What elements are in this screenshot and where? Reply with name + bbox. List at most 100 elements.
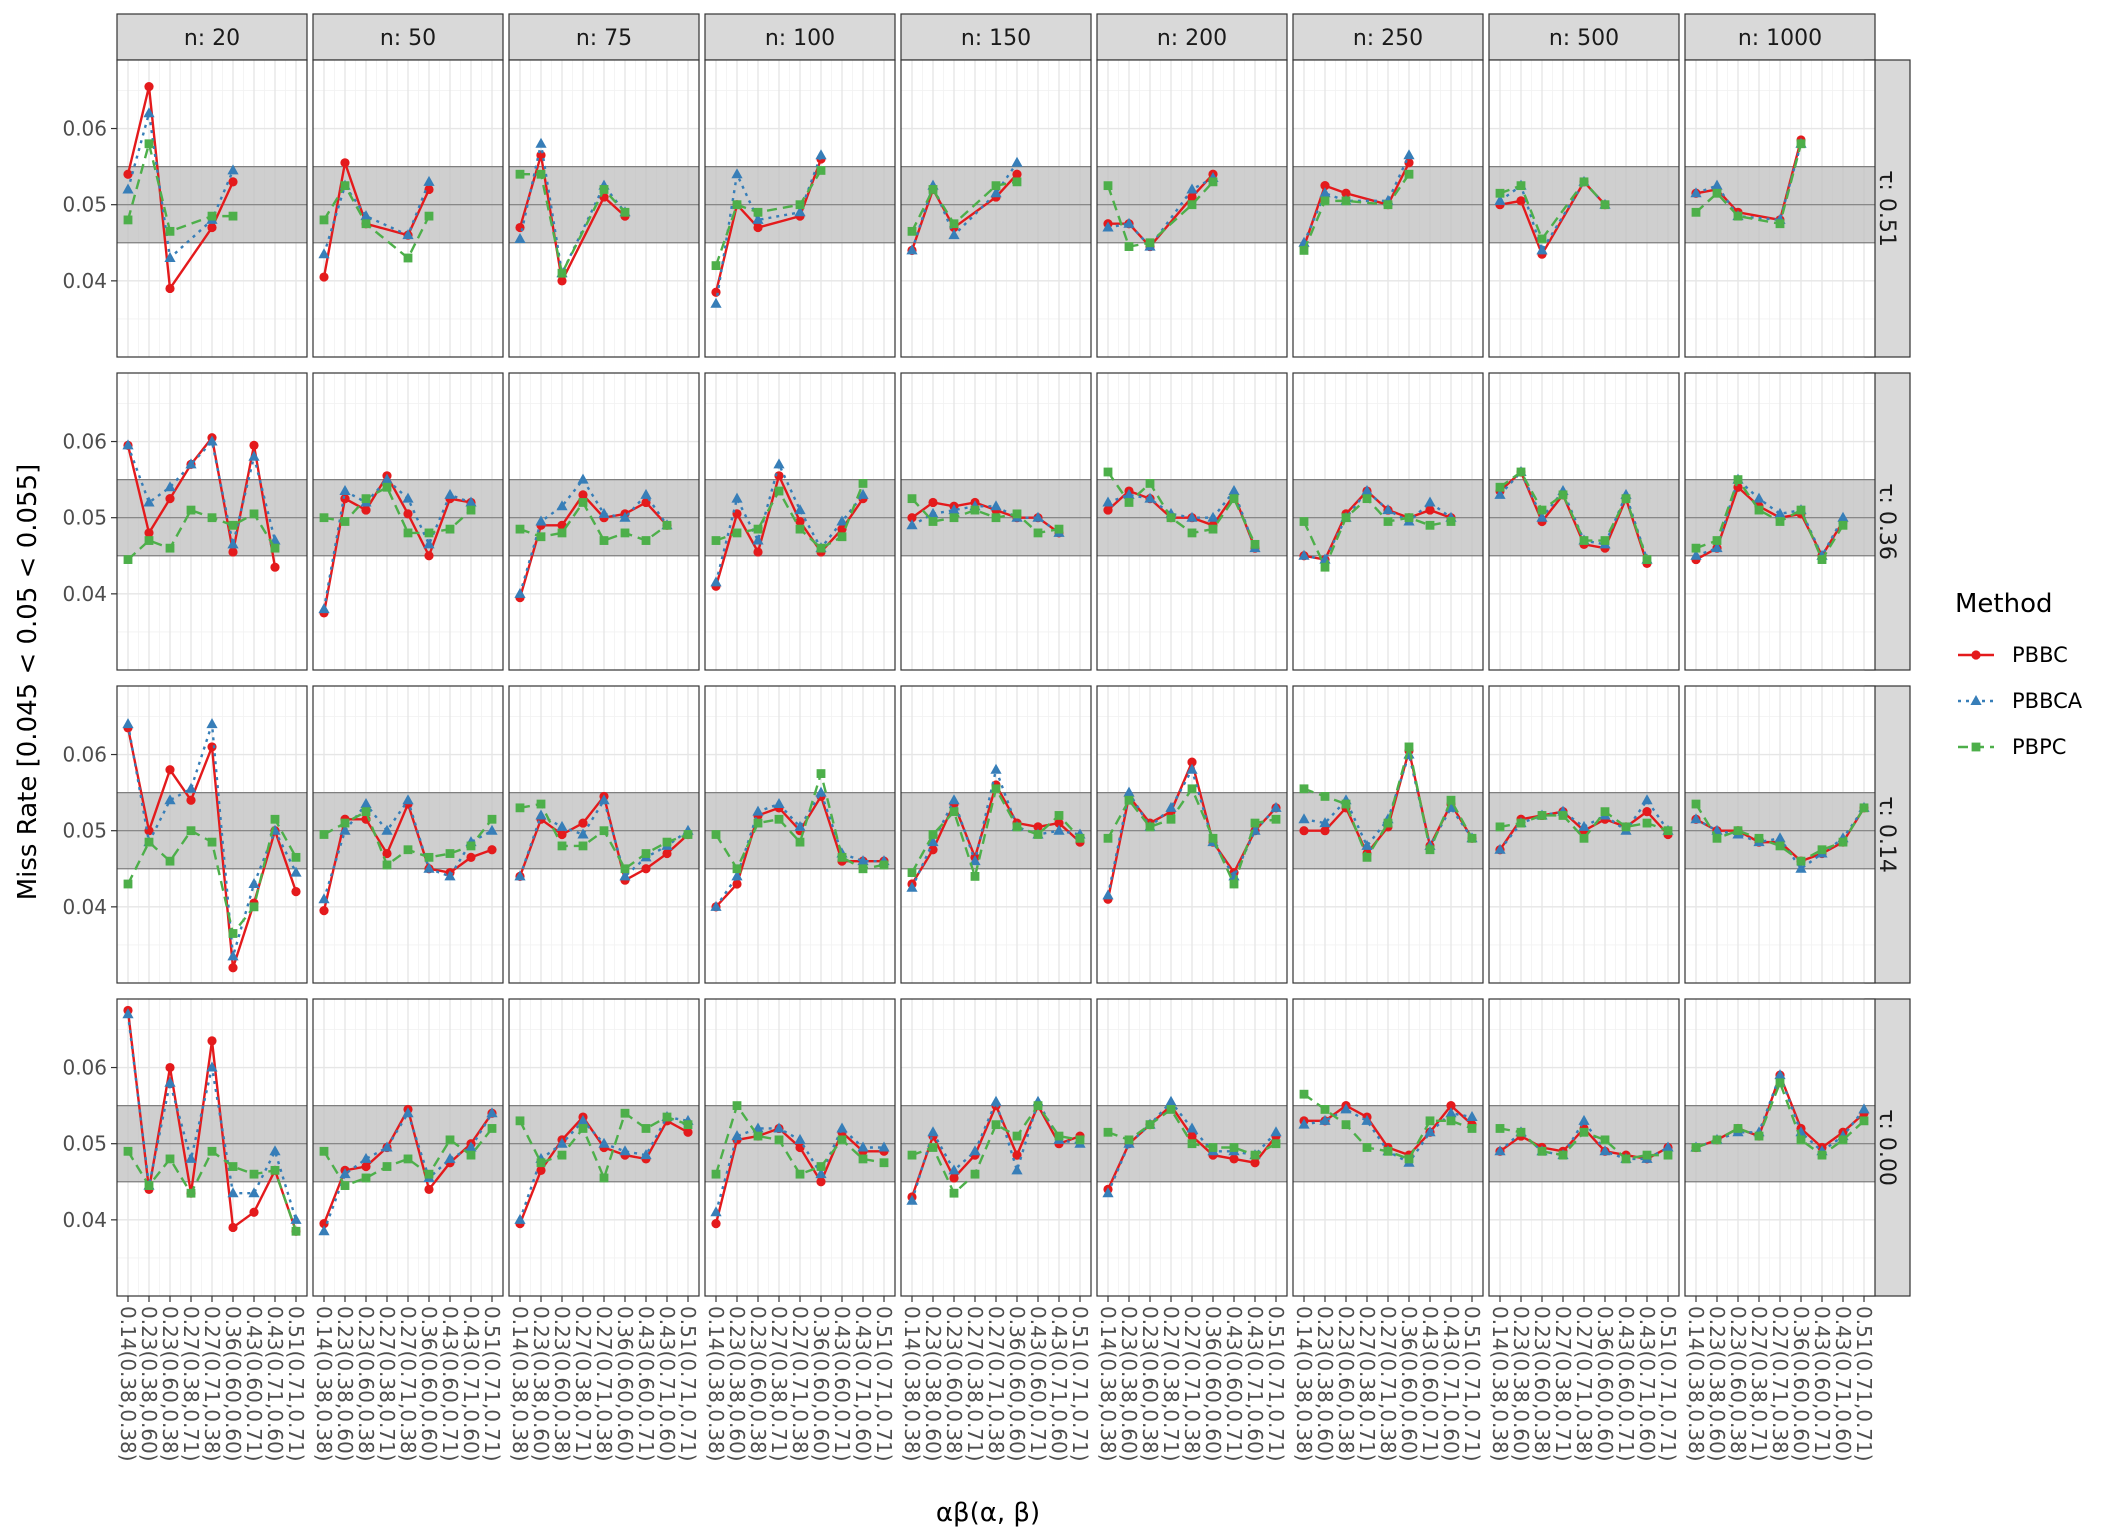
y-tick-label: 0.05 <box>62 506 107 530</box>
data-point <box>1733 211 1743 221</box>
data-point <box>1425 520 1435 530</box>
row-strip-label: τ: 0.51 <box>1874 170 1899 247</box>
data-point <box>641 849 651 858</box>
x-tick-label: 0.23(0.38,0.60) <box>333 1306 357 1462</box>
data-point <box>990 763 1002 774</box>
data-point <box>1754 833 1764 843</box>
data-point <box>1383 517 1393 526</box>
data-point <box>535 515 547 526</box>
x-tick-label: 0.43(0.71,0.60) <box>1243 1306 1267 1462</box>
data-point <box>1271 1139 1281 1149</box>
column-strip-label: n: 50 <box>380 26 436 51</box>
data-point <box>878 1141 890 1152</box>
x-tick-label: 0.27(0.71,0.38) <box>396 1306 420 1462</box>
data-point <box>1558 1150 1568 1160</box>
data-point <box>795 837 805 847</box>
data-point <box>319 1146 329 1156</box>
data-point <box>228 211 238 221</box>
data-point <box>424 551 434 561</box>
data-point <box>683 1120 693 1130</box>
x-tick-label: 0.36(0.60,0.60) <box>1789 1306 1813 1462</box>
x-tick-label: 0.23(0.60,0.38) <box>746 1306 770 1462</box>
data-point <box>928 517 938 526</box>
x-tick-label: 0.51(0.71,0.71) <box>1264 1306 1288 1462</box>
data-point <box>290 866 302 877</box>
x-tick-label: 0.14(0.38,0.38) <box>900 1306 924 1462</box>
data-point <box>970 1169 980 1179</box>
data-point <box>424 211 434 221</box>
data-point <box>1578 1114 1590 1125</box>
data-point <box>122 718 134 729</box>
data-point <box>1536 511 1548 522</box>
data-point <box>1299 826 1309 836</box>
data-point <box>1445 1107 1457 1118</box>
data-point <box>815 149 827 160</box>
facet-panel <box>900 59 1092 358</box>
data-point <box>949 807 959 817</box>
x-tick-label: 0.51(0.71,0.71) <box>1852 1306 1876 1462</box>
data-point <box>291 887 301 897</box>
data-point <box>1103 467 1113 477</box>
data-point <box>1208 524 1218 534</box>
data-point <box>710 900 722 911</box>
data-point <box>186 505 196 515</box>
data-point <box>662 520 672 530</box>
data-point <box>836 1122 848 1133</box>
data-point <box>1662 1141 1674 1152</box>
facet-panel <box>1096 59 1288 358</box>
facet-panel: 0.14(0.38,0.38)0.23(0.38,0.60)0.23(0.60,… <box>508 998 700 1462</box>
column-strip-label: n: 75 <box>576 26 632 51</box>
data-point <box>1425 505 1435 515</box>
data-point <box>1033 528 1043 538</box>
data-point <box>816 1162 826 1171</box>
data-point <box>928 830 938 839</box>
data-point <box>794 504 806 515</box>
data-point <box>948 229 960 240</box>
series-line <box>322 477 472 610</box>
data-point <box>403 528 413 538</box>
data-point <box>1690 813 1702 824</box>
facet-panel <box>1488 685 1680 984</box>
data-point <box>1102 889 1114 900</box>
data-point <box>1382 504 1394 515</box>
data-point <box>123 879 133 889</box>
data-point <box>424 1184 434 1194</box>
data-point <box>1187 192 1197 202</box>
data-point <box>515 803 525 813</box>
data-point <box>599 1173 609 1183</box>
data-point <box>1536 244 1548 255</box>
data-point <box>165 1062 175 1073</box>
data-point <box>228 547 238 557</box>
data-point <box>620 528 630 538</box>
data-point <box>143 107 155 118</box>
data-point <box>1208 833 1218 843</box>
data-point <box>270 814 280 824</box>
data-point <box>144 1181 154 1190</box>
data-point <box>185 458 197 469</box>
data-point <box>1341 799 1351 809</box>
data-point <box>445 849 455 858</box>
data-point <box>1186 183 1198 194</box>
data-point <box>164 794 176 805</box>
data-point <box>1690 187 1702 198</box>
data-point <box>1186 763 1198 774</box>
data-point <box>906 244 918 255</box>
series-line <box>1695 476 1845 563</box>
data-point <box>1446 517 1456 526</box>
panel-border <box>1684 372 1876 671</box>
data-point <box>1053 824 1065 835</box>
series-line <box>1499 470 1649 560</box>
data-point <box>599 826 609 836</box>
data-point <box>248 878 260 888</box>
data-point <box>1494 194 1506 205</box>
x-tick-label: 0.27(0.38,0.71) <box>1355 1306 1379 1462</box>
data-point <box>556 500 568 511</box>
column-strip-label: n: 500 <box>1549 26 1619 51</box>
data-point <box>1467 833 1477 843</box>
data-point <box>1229 879 1239 889</box>
x-tick-label: 0.43(0.71,0.60) <box>1047 1306 1071 1462</box>
data-point <box>710 576 722 587</box>
data-point <box>123 169 133 179</box>
data-point <box>1298 1118 1310 1129</box>
data-point <box>466 841 476 851</box>
